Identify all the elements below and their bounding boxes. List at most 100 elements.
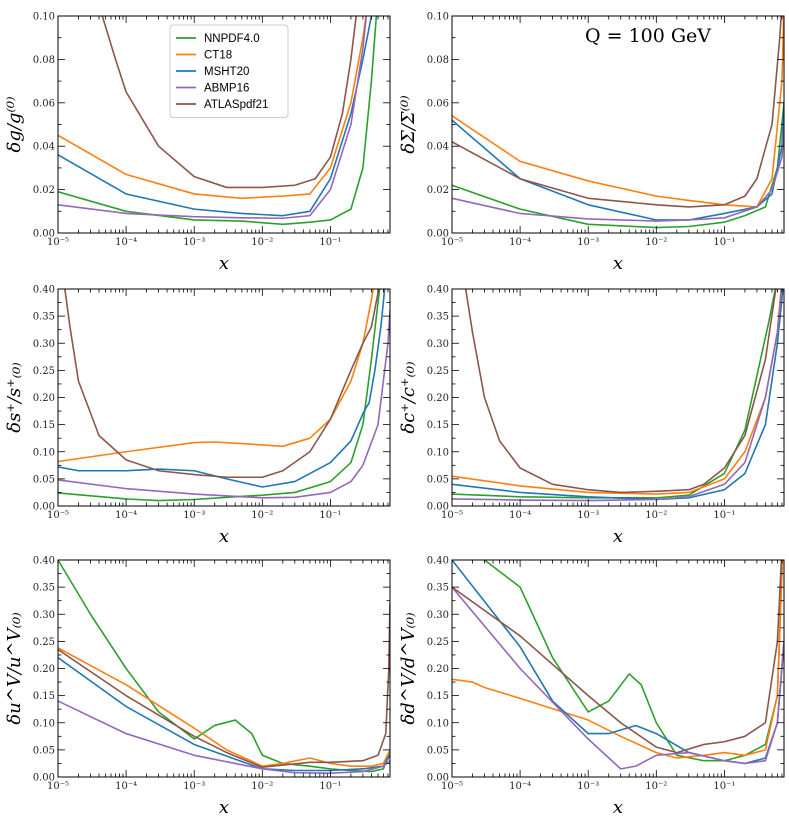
x-tick-label: 10⁻³ bbox=[577, 237, 599, 248]
legend-box bbox=[169, 24, 289, 118]
x-tick-label: 10⁻¹ bbox=[319, 781, 341, 792]
y-axis-label: δg/g⁽⁰⁾ bbox=[4, 96, 25, 152]
y-tick-label: 0.04 bbox=[427, 142, 449, 153]
y-tick-label: 0.00 bbox=[427, 229, 449, 240]
y-tick-label: 0.40 bbox=[33, 556, 55, 567]
y-tick-label: 0.02 bbox=[427, 185, 449, 196]
y-tick-label: 0.30 bbox=[427, 610, 449, 621]
x-axis-label: x bbox=[219, 797, 229, 818]
series-group bbox=[58, 560, 390, 774]
y-axis-label: δu^V/u^V₍₀₎ bbox=[4, 612, 25, 724]
legend-label: NNPDF4.0 bbox=[204, 33, 260, 45]
x-axis-label: x bbox=[613, 253, 623, 274]
y-tick-label: 0.30 bbox=[33, 610, 55, 621]
series-group bbox=[58, 16, 378, 226]
series-line-abmp16 bbox=[58, 16, 368, 220]
x-tick-label: 10⁻⁵ bbox=[47, 237, 69, 248]
series-line-nnpdf40 bbox=[483, 560, 784, 762]
legend: NNPDF4.0 CT18 MSHT20 ABMP16 ATLASpdf21 bbox=[169, 24, 289, 118]
legend-label: ATLASpdf21 bbox=[204, 99, 268, 111]
y-tick-label: 0.10 bbox=[427, 12, 449, 23]
x-axis-label: x bbox=[613, 526, 623, 547]
series-line-abmp16 bbox=[58, 700, 390, 774]
y-tick-label: 0.20 bbox=[427, 664, 449, 675]
series-line-atlaspdf21 bbox=[464, 289, 777, 494]
y-tick-label: 0.35 bbox=[427, 583, 449, 594]
x-tick-label: 10⁻² bbox=[251, 510, 273, 521]
x-tick-label: 10⁻⁴ bbox=[509, 510, 531, 521]
series-group bbox=[452, 560, 784, 770]
series-line-ct18 bbox=[58, 16, 367, 200]
panel-singlet: 10⁻⁵ 10⁻⁴ 10⁻³ 10⁻² 10⁻¹ 0.00 0.02 0.04 0.06 0.08… bbox=[398, 12, 785, 274]
x-tick-label: 10⁻⁵ bbox=[441, 510, 463, 521]
y-tick-label: 0.00 bbox=[427, 502, 449, 513]
x-tick-label: 10⁻⁴ bbox=[115, 781, 137, 792]
x-axis-label: x bbox=[219, 526, 229, 547]
series-line-ct18 bbox=[452, 560, 784, 759]
series-line-abmp16 bbox=[452, 586, 784, 770]
series-line-atlaspdf21 bbox=[452, 16, 783, 208]
x-tick-label: 10⁻³ bbox=[577, 510, 599, 521]
x-tick-label: 10⁻⁵ bbox=[441, 237, 463, 248]
y-tick-label: 0.10 bbox=[427, 447, 449, 458]
x-tick-label: 10⁻² bbox=[645, 781, 667, 792]
y-tick-label: 0.30 bbox=[33, 339, 55, 350]
plot-frame bbox=[451, 559, 785, 778]
y-tick-label: 0.10 bbox=[427, 718, 449, 729]
x-tick-label: 10⁻¹ bbox=[319, 237, 341, 248]
y-tick-label: 0.06 bbox=[33, 98, 55, 109]
series-line-msht20 bbox=[58, 656, 390, 772]
x-tick-label: 10⁻⁴ bbox=[509, 781, 531, 792]
y-tick-label: 0.25 bbox=[427, 637, 449, 648]
y-tick-label: 0.10 bbox=[33, 12, 55, 23]
y-tick-label: 0.15 bbox=[427, 691, 449, 702]
series-line-msht20 bbox=[452, 289, 784, 501]
x-tick-label: 10⁻¹ bbox=[713, 510, 735, 521]
series-line-nnpdf40 bbox=[58, 289, 381, 502]
x-tick-label: 10⁻³ bbox=[183, 510, 205, 521]
series-line-ct18 bbox=[58, 647, 390, 767]
x-tick-label: 10⁻³ bbox=[577, 781, 599, 792]
panel-uvalence: 10⁻⁵ 10⁻⁴ 10⁻³ 10⁻² 10⁻¹ 0.00 0.05 0.10 0.15 0.20… bbox=[4, 556, 391, 818]
x-tick-label: 10⁻⁴ bbox=[509, 237, 531, 248]
legend-label: CT18 bbox=[204, 50, 232, 62]
y-tick-label: 0.00 bbox=[33, 229, 55, 240]
x-tick-label: 10⁻¹ bbox=[319, 510, 341, 521]
x-tick-label: 10⁻⁵ bbox=[441, 781, 463, 792]
y-tick-label: 0.05 bbox=[427, 474, 449, 485]
series-group bbox=[452, 289, 784, 502]
x-tick-label: 10⁻³ bbox=[183, 237, 205, 248]
series-group bbox=[58, 289, 390, 502]
y-axis-label: δd^V/d^V₍₀₎ bbox=[398, 612, 419, 724]
y-tick-label: 0.04 bbox=[33, 142, 55, 153]
x-axis-label: x bbox=[613, 797, 623, 818]
panels: 10⁻⁵ 10⁻⁴ 10⁻³ 10⁻² 10⁻¹ 0.00 0.02 0.04 0.06 0.08… bbox=[4, 12, 785, 818]
series-line-ct18 bbox=[452, 16, 784, 208]
y-tick-label: 0.06 bbox=[427, 98, 449, 109]
y-tick-label: 0.15 bbox=[427, 420, 449, 431]
series-line-ct18 bbox=[452, 289, 782, 495]
y-tick-label: 0.05 bbox=[33, 474, 55, 485]
y-tick-label: 0.20 bbox=[33, 664, 55, 675]
y-tick-label: 0.25 bbox=[33, 637, 55, 648]
panel-gluon: 10⁻⁵ 10⁻⁴ 10⁻³ 10⁻² 10⁻¹ 0.00 0.02 0.04 0.06 0.08… bbox=[4, 12, 391, 274]
x-tick-label: 10⁻¹ bbox=[713, 781, 735, 792]
y-tick-label: 0.20 bbox=[33, 393, 55, 404]
y-tick-label: 0.00 bbox=[33, 773, 55, 784]
legend-label: ABMP16 bbox=[204, 83, 249, 95]
y-axis-label: δc⁺/c⁺₍₀₎ bbox=[398, 361, 419, 433]
panel-strange: 10⁻⁵ 10⁻⁴ 10⁻³ 10⁻² 10⁻¹ 0.00 0.05 0.10 0.15 0.20… bbox=[4, 285, 391, 547]
y-axis-label: δΣ/Σ⁽⁰⁾ bbox=[398, 95, 419, 153]
series-line-abmp16 bbox=[58, 309, 390, 499]
y-tick-label: 0.05 bbox=[33, 745, 55, 756]
series-group bbox=[452, 16, 784, 229]
series-line-msht20 bbox=[452, 102, 784, 221]
x-tick-label: 10⁻³ bbox=[183, 781, 205, 792]
y-tick-label: 0.15 bbox=[33, 691, 55, 702]
y-tick-label: 0.40 bbox=[427, 556, 449, 567]
y-tick-label: 0.30 bbox=[427, 339, 449, 350]
x-tick-label: 10⁻¹ bbox=[713, 237, 735, 248]
scale-annotation: Q = 100 GeV bbox=[585, 25, 711, 47]
series-line-atlaspdf21 bbox=[452, 560, 783, 754]
